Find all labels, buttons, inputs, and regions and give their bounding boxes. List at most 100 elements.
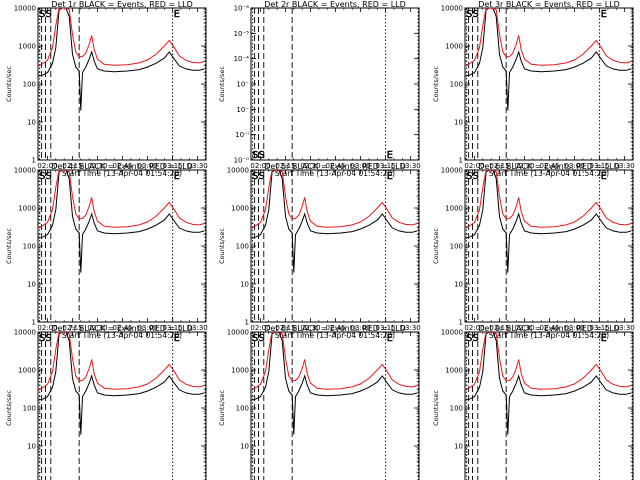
y-tick-label: 100 [23,243,36,251]
y-tick-label: 1000 [18,367,36,375]
plot-data-area [38,332,204,435]
panel-det-7: Det 7r BLACK = Events, RED = LLD02:0002:… [5,324,208,480]
y-tick-label: 10 [27,281,36,289]
y-tick-label: 10 [27,443,36,451]
plot-frame [251,8,419,160]
panel-det-2: Det 2r BLACK = Events, RED = LLD 02:00 02:… [218,0,421,178]
plot-frame [465,170,633,322]
y-tick-label: 10 [27,119,36,127]
y-axis-label: Counts/sec [218,228,226,264]
panel-det-3: Det 3r BLACK = Events, RED = LLD 02:00 02:… [432,0,635,178]
plot-frame [38,332,206,480]
e-marker-label: E [601,333,607,344]
y-tick-label: 100 [23,81,36,89]
panel-det-4: Det 4r BLACK = Events, RED = LLD02:00 02:… [5,162,208,340]
panel-det-8: Det 8r BLACK = Events, RED = LLD02:00 02:… [218,324,421,480]
ss-marker-label: SS [252,171,265,182]
y-axis-label: Counts/sec [5,66,13,102]
e-marker-label: E [387,171,393,182]
y-tick-label: 10⁻⁶ [234,5,250,13]
panel-det-6: Det 6r BLACK = Events, RED = LLD02:00 02:… [432,162,635,340]
events-series-line [38,332,204,435]
y-tick-label: 100 [236,405,249,413]
plot-data-area [465,332,631,435]
ss-marker-label: SS [466,9,479,20]
plot-data-area [38,170,204,273]
y-tick-label: 10 [454,443,463,451]
plot-data-area [251,170,417,273]
y-tick-label: 10000 [14,5,36,13]
e-marker-label: E [174,9,180,20]
ss-marker-label: SS [252,150,265,161]
y-tick-label: 10⁻ⁱ [235,131,249,139]
y-axis-label: Counts/sec [218,66,226,102]
y-tick-label: 10 [240,281,249,289]
plot-data-area [38,8,204,111]
ss-marker-label: SS [466,171,479,182]
y-axis-label: Counts/sec [432,390,440,426]
y-tick-label: 10000 [227,167,249,175]
ss-marker-label: SS [39,333,52,344]
y-tick-label: 100 [450,243,463,251]
plot-data-area [465,170,631,273]
plot-frame [38,170,206,322]
ss-marker-label: SS [466,333,479,344]
plot-frame [465,332,633,480]
plot-data-area [465,8,631,111]
events-series-line [38,170,204,273]
y-tick-label: 10000 [441,5,463,13]
plot-frame [38,8,206,160]
plot-frame [251,170,419,322]
y-axis-label: Counts/sec [432,66,440,102]
y-tick-label: 10⁻⁰ [234,157,250,165]
y-tick-label: 1000 [18,205,36,213]
y-tick-label: 100 [450,81,463,89]
ss-marker-label: SS [39,9,52,20]
e-marker-label: E [387,333,393,344]
y-tick-label: 100 [236,243,249,251]
panel-det-1: Det 1r BLACK = Events, RED = LLD 02:00 02:… [5,0,208,178]
y-tick-label: 1000 [231,367,249,375]
y-tick-label: 10000 [227,329,249,337]
e-marker-label: E [601,9,607,20]
e-marker-label: E [601,171,607,182]
y-tick-label: 10000 [441,329,463,337]
y-tick-label: 10000 [14,167,36,175]
y-tick-label: 1000 [445,367,463,375]
y-tick-label: 1 [459,157,463,165]
y-tick-label: 10000 [14,329,36,337]
events-series-line [251,332,417,435]
panel-det-9: Det 9r BLACK = Events, RED = LLD02:0002:… [432,324,635,480]
y-tick-label: 100 [450,405,463,413]
y-tick-label: 10⁻⁵ [234,30,250,38]
events-series-line [251,170,417,273]
y-tick-label: 100 [23,405,36,413]
y-tick-label: 1 [32,319,36,327]
ss-marker-label: SS [252,333,265,344]
e-marker-label: E [387,150,393,161]
y-tick-label: 1000 [445,205,463,213]
panel-det-5: Det 5r BLACK = Events, RED = LLD02:00 02:… [218,162,421,340]
y-tick-label: 1000 [231,205,249,213]
plot-data-area [251,332,417,435]
y-tick-label: 10⁻⁴ [234,55,250,63]
y-tick-label: 1 [245,319,249,327]
plot-frame [251,332,419,480]
y-tick-label: 10 [454,119,463,127]
y-axis-label: Counts/sec [5,228,13,264]
events-series-line [465,332,631,435]
y-tick-label: 1 [32,157,36,165]
y-axis-label: Counts/sec [5,390,13,426]
y-tick-label: 10 [454,281,463,289]
events-series-line [465,170,631,273]
y-axis-label: Counts/sec [218,390,226,426]
ss-marker-label: SS [39,171,52,182]
y-tick-label: 1 [459,319,463,327]
e-marker-label: E [174,333,180,344]
events-series-line [465,8,631,111]
y-tick-label: 10⁻⁳ [236,81,249,89]
y-tick-label: 1000 [18,43,36,51]
e-marker-label: E [174,171,180,182]
y-tick-label: 10⁻⁲ [236,106,249,114]
y-axis-label: Counts/sec [432,228,440,264]
